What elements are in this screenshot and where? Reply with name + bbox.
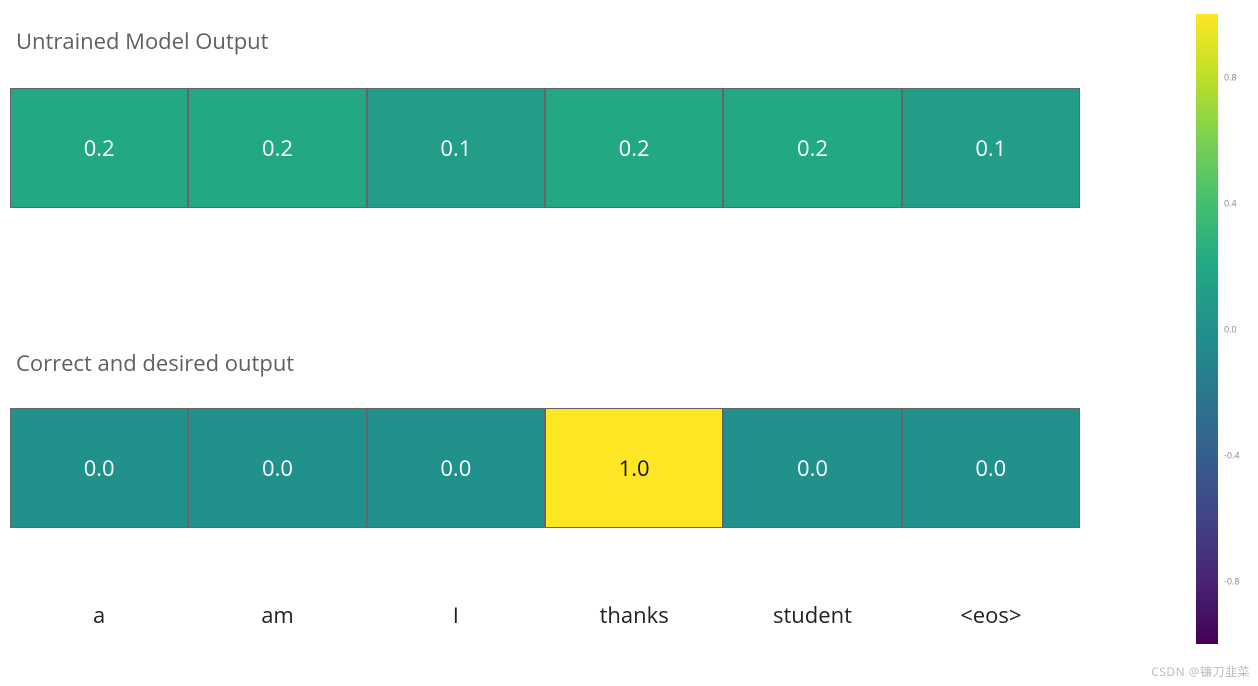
cell-value: 0.1 — [440, 133, 471, 163]
cell-value: 0.2 — [797, 133, 828, 163]
cell: 0.1 — [902, 88, 1080, 208]
cell-value: 0.2 — [84, 133, 115, 163]
cell: 0.0 — [10, 408, 188, 528]
heatmap-row-untrained: 0.2 0.2 0.1 0.2 0.2 0.1 — [10, 88, 1080, 208]
cell: 0.2 — [545, 88, 723, 208]
watermark: CSDN @镰刀韭菜 — [1151, 663, 1250, 680]
cell-value: 0.2 — [619, 133, 650, 163]
cell: 0.1 — [367, 88, 545, 208]
cell-value: 0.0 — [975, 453, 1006, 483]
colorbar-tick: -0.8 — [1224, 575, 1240, 588]
chart-area: Untrained Model Output 0.2 0.2 0.1 0.2 0… — [10, 0, 1080, 686]
x-axis: a am I thanks student <eos> — [10, 600, 1080, 630]
colorbar: 0.80.40.0-0.4-0.8 — [1196, 14, 1224, 644]
cell-value: 0.1 — [975, 133, 1006, 163]
x-axis-label: a — [10, 600, 188, 630]
x-axis-label: I — [367, 600, 545, 630]
cell-value: 0.0 — [262, 453, 293, 483]
cell: 0.2 — [188, 88, 366, 208]
cell-value: 0.0 — [440, 453, 471, 483]
heatmap-row-correct: 0.0 0.0 0.0 1.0 0.0 0.0 — [10, 408, 1080, 528]
colorbar-tick: 0.0 — [1224, 323, 1237, 336]
section-title-correct: Correct and desired output — [16, 348, 294, 378]
colorbar-tick: 0.8 — [1224, 71, 1237, 84]
cell-value: 0.0 — [797, 453, 828, 483]
colorbar-tick: -0.4 — [1224, 449, 1240, 462]
colorbar-tick: 0.4 — [1224, 197, 1237, 210]
cell: 1.0 — [545, 408, 723, 528]
cell-value: 0.0 — [84, 453, 115, 483]
x-axis-label: am — [188, 600, 366, 630]
x-axis-label: thanks — [545, 600, 723, 630]
x-axis-label: <eos> — [902, 600, 1080, 630]
cell: 0.2 — [10, 88, 188, 208]
cell: 0.2 — [723, 88, 901, 208]
x-axis-label: student — [723, 600, 901, 630]
section-title-untrained: Untrained Model Output — [16, 26, 269, 56]
cell: 0.0 — [188, 408, 366, 528]
cell: 0.0 — [367, 408, 545, 528]
cell: 0.0 — [902, 408, 1080, 528]
cell-value: 0.2 — [262, 133, 293, 163]
cell: 0.0 — [723, 408, 901, 528]
colorbar-gradient — [1196, 14, 1218, 644]
cell-value: 1.0 — [619, 453, 650, 483]
